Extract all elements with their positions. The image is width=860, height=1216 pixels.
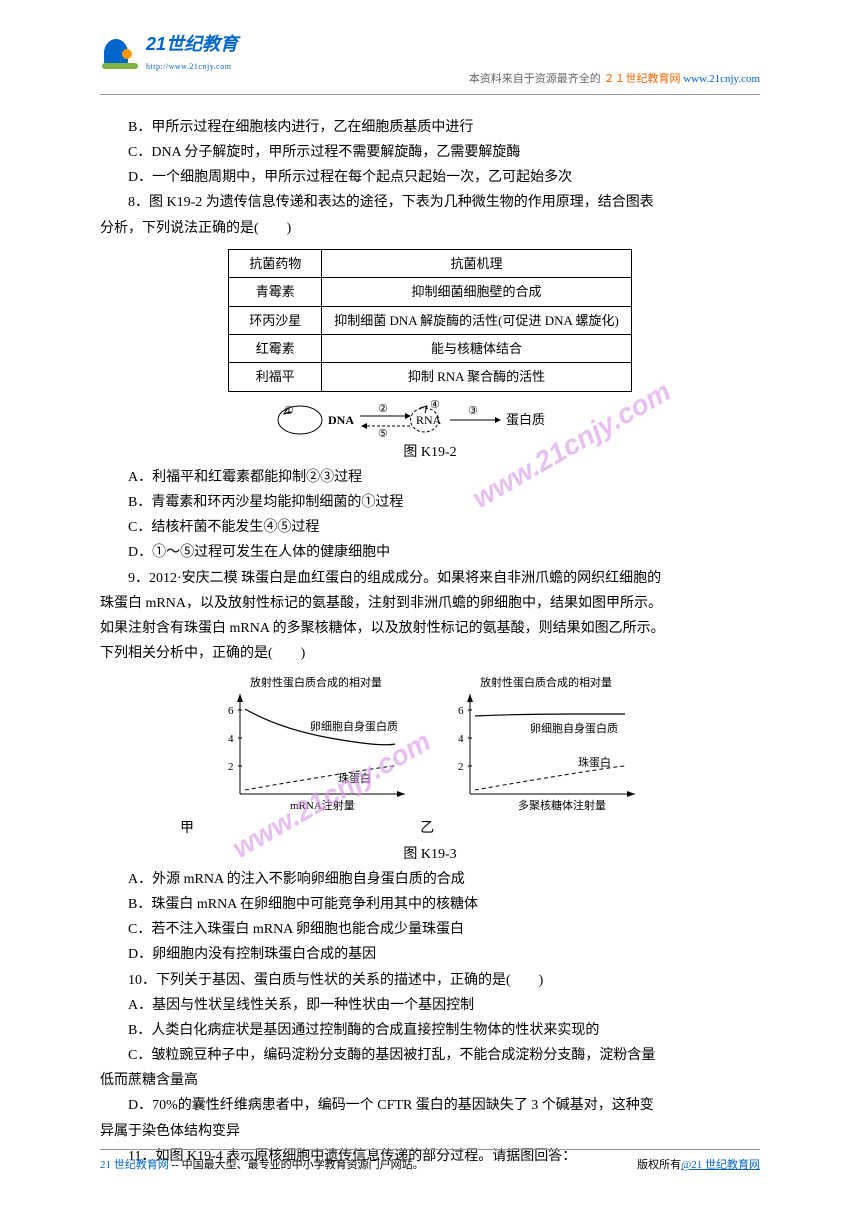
- svg-text:4: 4: [228, 733, 234, 745]
- chart-yi-xlabel: 多聚核糖体注射量: [518, 798, 606, 812]
- chart-jia-xlabel: mRNA注射量: [290, 798, 355, 812]
- td-erythromycin-mech: 能与核糖体结合: [322, 334, 632, 362]
- dna-rna-flow-diagram: ① DNA ② ⑤ ④ RNA ③ 蛋白质: [270, 400, 590, 440]
- chart-yi-series2: 珠蛋白: [578, 755, 611, 769]
- flow-rna: RNA: [416, 413, 442, 427]
- q8-option-c: C．结核杆菌不能发生④⑤过程: [100, 515, 760, 540]
- td-penicillin-mech: 抑制细菌细胞壁的合成: [322, 278, 632, 306]
- q7-option-d: D．一个细胞周期中，甲所示过程在每个起点只起始一次，乙可起始多次: [100, 165, 760, 190]
- chart-jia-ylabel: 放射性蛋白质合成的相对量: [250, 675, 382, 689]
- chart-jia-series2: 珠蛋白: [338, 771, 371, 785]
- th-mechanism: 抗菌机理: [322, 249, 632, 277]
- q8-option-b: B．青霉素和环丙沙星均能抑制细菌的①过程: [100, 490, 760, 515]
- header-url[interactable]: www.21cnjy.com: [683, 73, 760, 85]
- chart-caption: 图 K19-3: [100, 842, 760, 867]
- q7-option-c: C．DNA 分子解旋时，甲所示过程不需要解旋酶，乙需要解旋酶: [100, 140, 760, 165]
- chart-sublabels: 甲 乙: [100, 816, 760, 841]
- chart-yi: 放射性蛋白质合成的相对量 6 4 2 卵细胞自身蛋白质 珠蛋白 多聚核糖体注射量: [440, 674, 650, 814]
- antibiotic-table: 抗菌药物抗菌机理 青霉素抑制细菌细胞壁的合成 环丙沙星抑制细菌 DNA 解旋酶的…: [100, 249, 760, 392]
- q10-option-c-2: 低而蔗糖含量高: [100, 1068, 760, 1093]
- q8-stem-2: 分析，下列说法正确的是( ): [100, 216, 760, 241]
- q8-option-a: A．利福平和红霉素都能抑制②③过程: [100, 465, 760, 490]
- footer-tagline: -- 中国最大型、最专业的中小学教育资源门户网站。: [169, 1159, 424, 1171]
- flow-n4: ④: [430, 400, 440, 411]
- chart-label-jia: 甲: [100, 816, 417, 841]
- header-brand: ２１世纪教育网: [603, 73, 680, 85]
- q10-option-b: B．人类白化病症状是基因通过控制酶的合成直接控制生物体的性状来实现的: [100, 1018, 760, 1043]
- logo-main-text: 21世纪教育: [146, 28, 238, 60]
- td-rifampin-mech: 抑制 RNA 聚合酶的活性: [322, 363, 632, 391]
- q9-option-b: B．珠蛋白 mRNA 在卵细胞中可能竞争利用其中的核糖体: [100, 892, 760, 917]
- charts-container: 放射性蛋白质合成的相对量 6 4 2 卵细胞自身蛋白质 珠蛋白 mRNA注射量 …: [100, 674, 760, 814]
- q10-option-a: A．基因与性状呈线性关系，即一种性状由一个基因控制: [100, 993, 760, 1018]
- header-divider: [100, 94, 760, 95]
- svg-text:2: 2: [458, 761, 464, 773]
- logo-icon: ✦: [100, 35, 140, 67]
- q7-option-b: B．甲所示过程在细胞核内进行，乙在细胞质基质中进行: [100, 115, 760, 140]
- th-drug: 抗菌药物: [229, 249, 322, 277]
- flow-n5: ⑤: [378, 428, 388, 440]
- diagram-caption: 图 K19-2: [100, 440, 760, 465]
- flow-n3: ③: [468, 405, 478, 417]
- q10-option-c-1: C．皱粒豌豆种子中，编码淀粉分支酶的基因被打乱，不能合成淀粉分支酶，淀粉含量: [100, 1043, 760, 1068]
- flow-n1: ①: [284, 405, 294, 417]
- svg-text:4: 4: [458, 733, 464, 745]
- q8-option-d: D．①～⑤过程可发生在人体的健康细胞中: [100, 540, 760, 565]
- chart-jia-series1: 卵细胞自身蛋白质: [310, 719, 398, 733]
- document-body: B．甲所示过程在细胞核内进行，乙在细胞质基质中进行 C．DNA 分子解旋时，甲所…: [100, 115, 760, 1169]
- site-logo: ✦ 21世纪教育 http://www.21cnjy.com: [100, 28, 238, 75]
- page-footer: 21 世纪教育网 -- 中国最大型、最专业的中小学教育资源门户网站。 版权所有@…: [100, 1149, 760, 1176]
- td-ciprofloxacin: 环丙沙星: [229, 306, 322, 334]
- footer-left: 21 世纪教育网 -- 中国最大型、最专业的中小学教育资源门户网站。: [100, 1156, 424, 1176]
- q9-stem-3: 如果注射含有珠蛋白 mRNA 的多聚核糖体，以及放射性标记的氨基酸，则结果如图乙…: [100, 616, 760, 641]
- flow-protein: 蛋白质: [506, 412, 545, 427]
- q10-option-d-2: 异属于染色体结构变异: [100, 1119, 760, 1144]
- svg-text:6: 6: [458, 705, 464, 717]
- q9-stem-1: 9．2012·安庆二模 珠蛋白是血红蛋白的组成成分。如果将来自非洲爪蟾的网织红细…: [100, 566, 760, 591]
- q9-option-c: C．若不注入珠蛋白 mRNA 卵细胞也能合成少量珠蛋白: [100, 917, 760, 942]
- td-ciprofloxacin-mech: 抑制细菌 DNA 解旋酶的活性(可促进 DNA 螺旋化): [322, 306, 632, 334]
- footer-copyright-link[interactable]: @21 世纪教育网: [681, 1159, 760, 1171]
- footer-copyright-label: 版权所有: [637, 1159, 681, 1171]
- logo-url: http://www.21cnjy.com: [146, 60, 238, 74]
- td-penicillin: 青霉素: [229, 278, 322, 306]
- flow-n2: ②: [378, 403, 388, 415]
- td-erythromycin: 红霉素: [229, 334, 322, 362]
- svg-text:2: 2: [228, 761, 234, 773]
- q9-option-d: D．卵细胞内没有控制珠蛋白合成的基因: [100, 942, 760, 967]
- q8-stem-1: 8．图 K19-2 为遗传信息传递和表达的途径，下表为几种微生物的作用原理，结合…: [100, 190, 760, 215]
- chart-jia: 放射性蛋白质合成的相对量 6 4 2 卵细胞自身蛋白质 珠蛋白 mRNA注射量: [210, 674, 420, 814]
- q10-stem: 10．下列关于基因、蛋白质与性状的关系的描述中，正确的是( ): [100, 968, 760, 993]
- chart-label-yi: 乙: [420, 816, 618, 841]
- td-rifampin: 利福平: [229, 363, 322, 391]
- q10-option-d-1: D．70%的囊性纤维病患者中，编码一个 CFTR 蛋白的基因缺失了 3 个碱基对…: [100, 1093, 760, 1118]
- q9-stem-2: 珠蛋白 mRNA，以及放射性标记的氨基酸，注射到非洲爪蟾的卵细胞中，结果如图甲所…: [100, 591, 760, 616]
- footer-brand[interactable]: 21 世纪教育网: [100, 1159, 169, 1171]
- chart-yi-ylabel: 放射性蛋白质合成的相对量: [480, 675, 612, 689]
- footer-right: 版权所有@21 世纪教育网: [637, 1156, 760, 1176]
- q9-option-a: A．外源 mRNA 的注入不影响卵细胞自身蛋白质的合成: [100, 867, 760, 892]
- flow-dna: DNA: [328, 413, 354, 427]
- chart-yi-series1: 卵细胞自身蛋白质: [530, 721, 618, 735]
- q9-stem-4: 下列相关分析中，正确的是( ): [100, 641, 760, 666]
- header-prefix: 本资料来自于资源最齐全的: [469, 73, 601, 85]
- svg-text:6: 6: [228, 705, 234, 717]
